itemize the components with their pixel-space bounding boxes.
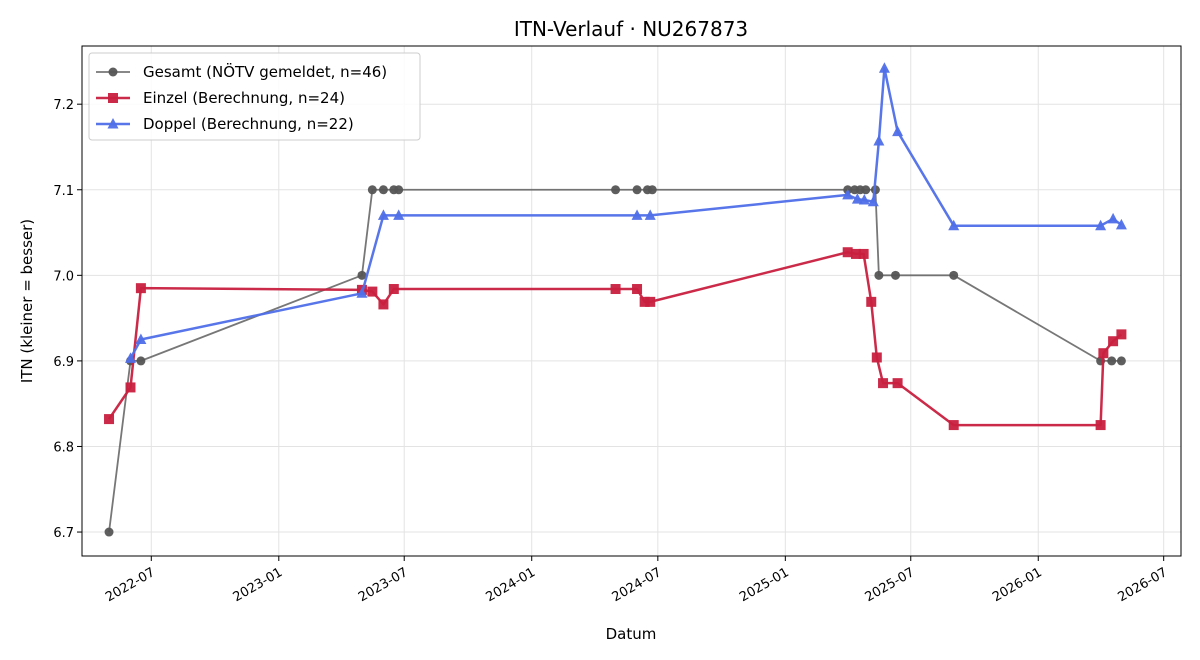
data-point	[135, 333, 147, 345]
x-tick-label: 2023-01	[231, 565, 286, 605]
data-point	[125, 382, 136, 393]
data-point	[861, 185, 871, 195]
legend-label: Doppel (Berechnung, n=22)	[143, 115, 354, 133]
data-point	[892, 125, 904, 137]
data-point	[367, 286, 378, 297]
y-tick-label: 6.7	[53, 526, 74, 541]
data-point	[858, 248, 869, 259]
y-tick-label: 7.0	[53, 269, 74, 284]
data-point	[632, 284, 643, 295]
data-point	[948, 420, 959, 431]
data-point	[948, 219, 960, 231]
data-point	[1107, 356, 1117, 366]
plot-frame	[81, 45, 1182, 557]
legend: Gesamt (NÖTV gemeldet, n=46) Einzel (Bere…	[88, 52, 421, 141]
x-tick-label: 2026-01	[990, 565, 1045, 605]
data-point	[1108, 336, 1119, 347]
legend-marker	[108, 93, 118, 103]
data-point	[639, 296, 650, 307]
x-tick-label: 2025-07	[863, 565, 918, 605]
data-point	[632, 185, 642, 195]
data-point	[1116, 329, 1127, 340]
y-tick-label: 7.1	[53, 184, 74, 199]
series-layer	[104, 62, 1127, 537]
data-point	[610, 284, 621, 295]
data-point	[136, 356, 146, 366]
x-tick-label: 2023-07	[356, 565, 411, 605]
x-tick-label: 2024-07	[610, 565, 665, 605]
series-line	[129, 66, 1123, 359]
data-point	[104, 414, 115, 425]
data-point	[394, 185, 404, 195]
legend-marker	[107, 118, 119, 129]
data-point	[647, 185, 657, 195]
data-point	[858, 194, 870, 205]
series-line	[107, 250, 1123, 427]
legend-label: Gesamt (NÖTV gemeldet, n=46)	[143, 62, 387, 81]
x-tick-label: 2025-01	[737, 565, 792, 605]
series-triangle	[125, 62, 1127, 363]
series-square	[104, 247, 1127, 431]
data-point	[1116, 356, 1126, 366]
data-point	[378, 299, 389, 310]
data-point	[631, 209, 643, 220]
legend-label: Einzel (Berechnung, n=24)	[143, 89, 345, 107]
data-point	[367, 185, 377, 195]
x-axis: 2022-07 2023-01 2023-07 2024-01 2024-07 2025-…	[103, 556, 1170, 605]
x-tick-label: 2026-07	[1116, 565, 1171, 605]
data-point	[842, 188, 854, 200]
legend-marker	[108, 67, 118, 77]
data-point	[377, 209, 389, 220]
data-point	[842, 247, 853, 258]
y-axis-label: ITN (kleiner = besser)	[18, 219, 36, 383]
y-axis: 6.7 6.8 6.9 7.0 7.1 7.2	[53, 98, 82, 541]
x-axis-label: Datum	[606, 625, 657, 643]
data-point	[1095, 219, 1107, 231]
data-point	[388, 284, 399, 295]
data-point	[874, 270, 884, 280]
data-point	[104, 527, 114, 537]
data-point	[1098, 348, 1109, 359]
data-point	[871, 352, 882, 363]
data-point	[357, 270, 367, 280]
data-point	[866, 296, 877, 307]
legend-entry: Doppel (Berechnung, n=22)	[96, 115, 354, 133]
legend-entry: Gesamt (NÖTV gemeldet, n=46)	[96, 62, 387, 81]
data-point	[135, 283, 146, 294]
y-tick-label: 7.2	[53, 98, 74, 113]
data-point	[644, 209, 656, 220]
data-point	[393, 209, 405, 220]
data-point	[949, 270, 959, 280]
x-tick-label: 2024-01	[484, 565, 539, 605]
data-point	[851, 248, 862, 259]
data-point	[356, 287, 368, 298]
data-point	[378, 185, 388, 195]
data-point	[1107, 212, 1119, 224]
legend-box	[88, 52, 421, 141]
chart-title: ITN-Verlauf · NU267873	[514, 17, 748, 41]
data-point	[1095, 420, 1106, 431]
data-point	[892, 378, 903, 389]
data-point	[867, 195, 879, 207]
y-tick-label: 6.8	[53, 440, 74, 455]
data-point	[611, 185, 621, 195]
y-tick-label: 6.9	[53, 355, 74, 370]
data-point	[878, 378, 889, 389]
data-point	[891, 270, 901, 280]
data-point	[851, 193, 863, 204]
data-point	[1115, 218, 1127, 230]
x-tick-label: 2022-07	[103, 565, 158, 605]
legend-entry: Einzel (Berechnung, n=24)	[96, 89, 345, 107]
data-point	[645, 296, 656, 307]
data-point	[873, 134, 885, 146]
data-point	[125, 352, 137, 363]
series-circle	[104, 185, 1126, 537]
data-point	[878, 62, 890, 73]
